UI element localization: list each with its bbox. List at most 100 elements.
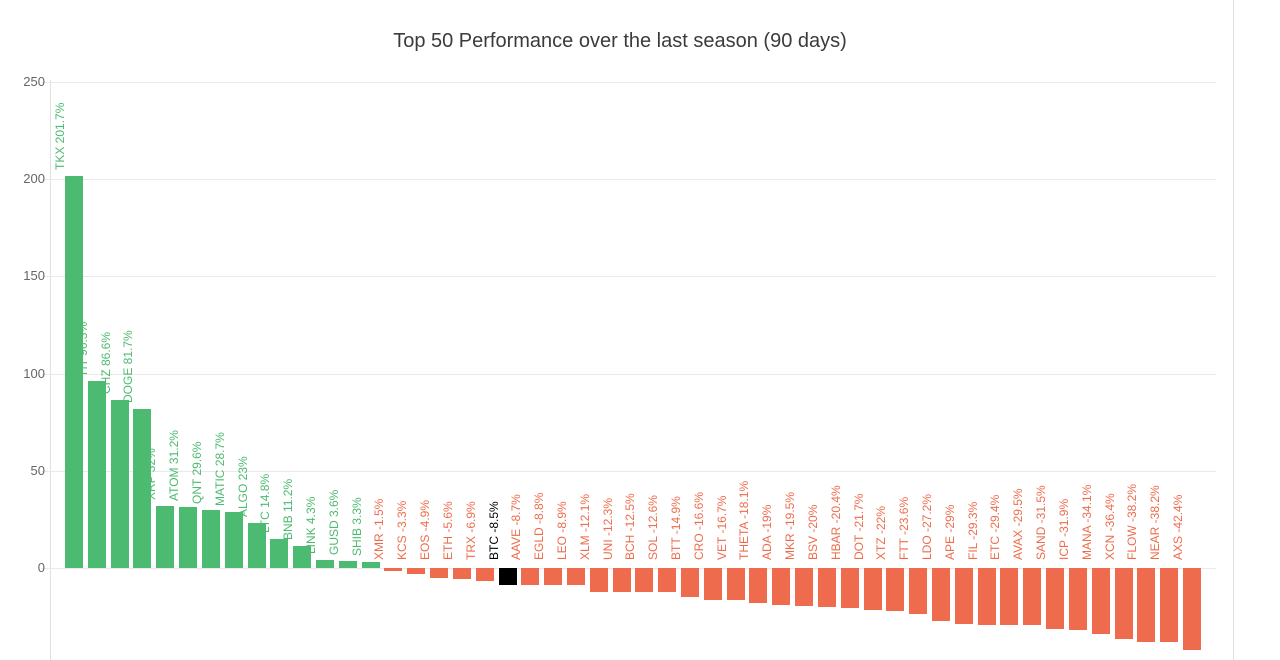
chart-bar-chz <box>110 399 129 568</box>
bar-label-vet: VET -16.7% <box>714 495 729 560</box>
chart-bar-tkx <box>65 175 83 568</box>
bar-label-sol: SOL -12.6% <box>646 495 661 560</box>
bar-label-mkr: MKR -19.5% <box>783 491 798 560</box>
chart-bar-eos <box>430 568 449 578</box>
chart-bar-flow <box>1137 568 1156 643</box>
y-gridline <box>42 373 1216 375</box>
y-axis-tick-label: 150 <box>23 268 45 284</box>
chart-bar-xrp <box>156 505 175 568</box>
chart-bar-btc <box>498 568 517 585</box>
chart-bar-qnt <box>201 510 220 568</box>
y-gridline <box>42 470 1216 472</box>
chart-bar-kcs <box>407 568 426 575</box>
chart-bar-mana <box>1091 568 1110 635</box>
bar-label-bch: BCH -12.5% <box>623 493 638 560</box>
chart-bar-fil <box>977 568 996 625</box>
chart-bar-shib <box>361 561 380 568</box>
chart-bar-xmr <box>384 568 403 571</box>
bar-label-bnb: BNB 11.2% <box>281 479 296 541</box>
chart-bar-trx <box>475 568 494 582</box>
bar-label-xmr: XMR -1.5% <box>372 498 387 560</box>
chart-bar-bnb <box>293 546 312 568</box>
bar-label-eos: EOS -4.9% <box>418 499 433 560</box>
bar-label-mana: MANA -34.1% <box>1079 484 1094 560</box>
bar-label-shib: SHIB 3.3% <box>349 496 364 556</box>
bar-label-flow: FLOW -38.2% <box>1125 483 1140 560</box>
bar-label-xlm: XLM -12.1% <box>577 493 592 560</box>
bar-label-trx: TRX -6.9% <box>463 501 478 560</box>
bar-label-uni: UNI -12.3% <box>600 497 615 560</box>
chart-bar-gusd <box>338 561 357 568</box>
y-axis-tick-label: 0 <box>37 560 45 575</box>
bar-label-bsv: BSV -20% <box>805 504 820 560</box>
bar-label-ftt: FTT -23.6% <box>897 496 912 560</box>
chart-bar-sand <box>1046 568 1065 630</box>
bar-label-qnt: QNT 29.6% <box>189 441 204 505</box>
chart-bar-ada <box>772 568 791 605</box>
y-axis-line <box>50 80 51 660</box>
chart-bar-dot <box>863 568 882 611</box>
bar-label-sand: SAND -31.5% <box>1034 485 1049 560</box>
bar-label-ape: APE -29% <box>942 504 957 560</box>
bar-label-dot: DOT -21.7% <box>851 493 866 560</box>
y-axis-tick-label: 100 <box>23 365 45 381</box>
bar-label-xtz: XTZ -22% <box>874 505 889 560</box>
chart-bar-xlm <box>589 568 608 592</box>
bar-label-link: LINK 4.3% <box>303 496 318 554</box>
chart-bar-ftt <box>909 568 928 614</box>
chart-bar-xtz <box>886 568 905 611</box>
bar-label-xcn: XCN -36.4% <box>1102 493 1117 560</box>
bar-label-btt: BTT -14.9% <box>669 496 684 560</box>
chart-bar-bch <box>635 568 654 593</box>
chart-bar-xcn <box>1114 568 1133 639</box>
bar-label-cro: CRO -16.6% <box>691 491 706 560</box>
bar-label-aave: AAVE -8.7% <box>509 494 524 560</box>
bar-label-ada: ADA -19% <box>760 504 775 560</box>
chart-bar-hbar <box>840 568 859 608</box>
bar-label-hbar: HBAR -20.4% <box>828 485 843 560</box>
chart-bar-ht <box>87 380 106 568</box>
chart-bar-axs <box>1182 568 1201 651</box>
bar-label-theta: THETA -18.1% <box>737 480 752 560</box>
chart-bar-icp <box>1068 568 1087 630</box>
y-gridline <box>42 276 1216 278</box>
chart-bar-doge <box>133 409 152 568</box>
chart-bar-bsv <box>817 568 836 607</box>
y-axis-tick-label: 250 <box>23 74 45 89</box>
chart-bar-avax <box>1023 568 1042 626</box>
y-axis-tick-label: -50 <box>0 657 45 660</box>
chart-bar-cro <box>703 568 722 601</box>
chart-bar-aave <box>521 568 540 585</box>
bar-label-matic: MATIC 28.7% <box>212 432 227 507</box>
chart-bar-egld <box>544 568 563 586</box>
bar-label-axs: AXS -42.4% <box>1170 494 1185 560</box>
bar-label-ldo: LDO -27.2% <box>920 493 934 560</box>
bar-label-leo: LEO -8.9% <box>554 501 569 560</box>
chart-bar-vet <box>726 568 745 601</box>
bar-label-icp: ICP -31.9% <box>1056 498 1071 560</box>
bar-label-gusd: GUSD 3.6% <box>326 489 341 555</box>
chart-bar-sol <box>658 568 677 593</box>
bar-label-egld: EGLD -8.8% <box>532 492 547 560</box>
bar-label-algo: ALGO 23% <box>235 456 250 518</box>
y-gridline <box>42 82 1216 83</box>
chart-bar-algo <box>247 523 266 568</box>
bar-label-tkx: TKX 201.7% <box>53 102 67 170</box>
chart-bar-ltc <box>270 539 289 568</box>
bar-label-near: NEAR -38.2% <box>1148 485 1163 560</box>
chart-title: Top 50 Performance over the last season … <box>393 30 847 52</box>
bar-label-kcs: KCS -3.3% <box>395 500 410 560</box>
bar-label-etc: ETC -29.4% <box>988 494 1003 560</box>
chart-bar-uni <box>612 568 631 592</box>
chart-bar-mkr <box>795 568 814 606</box>
chart-bar-eth <box>452 568 471 579</box>
chart-bar-matic <box>224 512 243 568</box>
chart-bar-etc <box>1000 568 1019 626</box>
bar-label-chz: CHZ 86.6% <box>98 331 113 394</box>
y-gridline <box>42 179 1216 181</box>
bar-label-fil: FIL -29.3% <box>965 501 980 560</box>
y-axis-tick-label: 50 <box>30 462 45 478</box>
chart-bar-ape <box>954 568 973 625</box>
bar-label-avax: AVAX -29.5% <box>1011 488 1026 560</box>
bar-label-ht: HT 96.3% <box>75 321 90 375</box>
